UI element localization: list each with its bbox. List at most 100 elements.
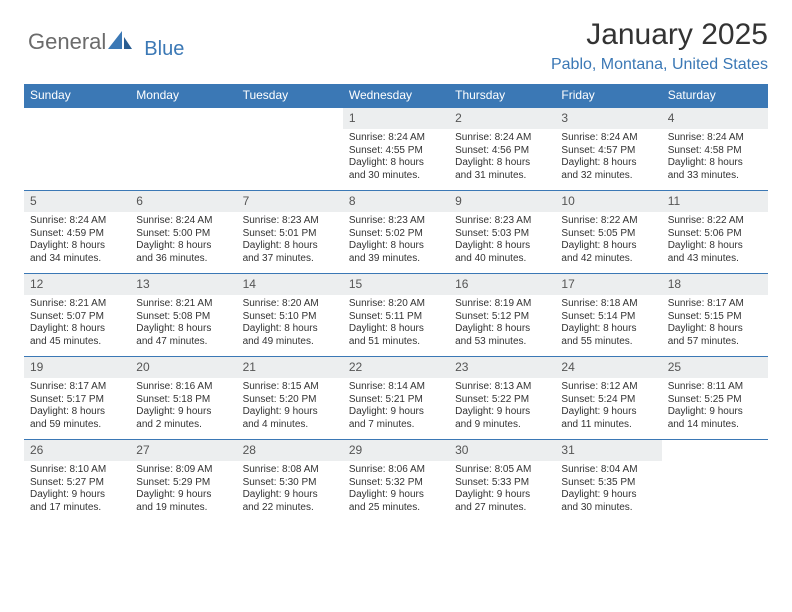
daylight-line: Daylight: 8 hours and 59 minutes. — [30, 406, 124, 431]
day-number-cell: 24 — [555, 357, 661, 379]
day-number-cell: 3 — [555, 107, 661, 129]
sunrise-line: Sunrise: 8:10 AM — [30, 464, 124, 477]
daylight-line: Daylight: 9 hours and 7 minutes. — [349, 406, 443, 431]
daylight-line: Daylight: 8 hours and 33 minutes. — [668, 157, 762, 182]
day-detail-cell: Sunrise: 8:22 AMSunset: 5:06 PMDaylight:… — [662, 212, 768, 274]
sunrise-line: Sunrise: 8:24 AM — [455, 132, 549, 145]
day-detail-cell: Sunrise: 8:05 AMSunset: 5:33 PMDaylight:… — [449, 461, 555, 522]
day-detail-cell: Sunrise: 8:11 AMSunset: 5:25 PMDaylight:… — [662, 378, 768, 440]
daylight-line: Daylight: 8 hours and 42 minutes. — [561, 240, 655, 265]
sunset-line: Sunset: 5:07 PM — [30, 311, 124, 324]
day-number-cell: 26 — [24, 440, 130, 462]
sunrise-line: Sunrise: 8:22 AM — [561, 215, 655, 228]
day-detail-cell: Sunrise: 8:12 AMSunset: 5:24 PMDaylight:… — [555, 378, 661, 440]
sunrise-line: Sunrise: 8:14 AM — [349, 381, 443, 394]
day-number-cell: 11 — [662, 191, 768, 213]
day-detail-cell: Sunrise: 8:22 AMSunset: 5:05 PMDaylight:… — [555, 212, 661, 274]
day-detail-cell: Sunrise: 8:23 AMSunset: 5:02 PMDaylight:… — [343, 212, 449, 274]
daylight-line: Daylight: 9 hours and 27 minutes. — [455, 489, 549, 514]
day-detail-cell: Sunrise: 8:19 AMSunset: 5:12 PMDaylight:… — [449, 295, 555, 357]
day-number-cell: 20 — [130, 357, 236, 379]
sail-icon — [108, 31, 134, 53]
sunrise-line: Sunrise: 8:24 AM — [349, 132, 443, 145]
detail-row: Sunrise: 8:17 AMSunset: 5:17 PMDaylight:… — [24, 378, 768, 440]
daynum-row: 262728293031 — [24, 440, 768, 462]
sunset-line: Sunset: 4:58 PM — [668, 145, 762, 158]
daynum-row: 19202122232425 — [24, 357, 768, 379]
sunset-line: Sunset: 5:05 PM — [561, 228, 655, 241]
day-detail-cell — [237, 129, 343, 191]
sunrise-line: Sunrise: 8:20 AM — [243, 298, 337, 311]
day-number-cell: 4 — [662, 107, 768, 129]
calendar-head: SundayMondayTuesdayWednesdayThursdayFrid… — [24, 84, 768, 107]
sunset-line: Sunset: 5:12 PM — [455, 311, 549, 324]
day-detail-cell: Sunrise: 8:17 AMSunset: 5:15 PMDaylight:… — [662, 295, 768, 357]
day-number-cell: 8 — [343, 191, 449, 213]
day-number-cell: 13 — [130, 274, 236, 296]
sunset-line: Sunset: 5:00 PM — [136, 228, 230, 241]
sunset-line: Sunset: 5:11 PM — [349, 311, 443, 324]
daylight-line: Daylight: 8 hours and 30 minutes. — [349, 157, 443, 182]
day-detail-cell: Sunrise: 8:04 AMSunset: 5:35 PMDaylight:… — [555, 461, 661, 522]
sunset-line: Sunset: 5:25 PM — [668, 394, 762, 407]
day-number-cell: 5 — [24, 191, 130, 213]
sunrise-line: Sunrise: 8:09 AM — [136, 464, 230, 477]
sunset-line: Sunset: 5:21 PM — [349, 394, 443, 407]
day-number-cell: 2 — [449, 107, 555, 129]
day-detail-cell: Sunrise: 8:16 AMSunset: 5:18 PMDaylight:… — [130, 378, 236, 440]
sunset-line: Sunset: 5:27 PM — [30, 477, 124, 490]
day-detail-cell: Sunrise: 8:09 AMSunset: 5:29 PMDaylight:… — [130, 461, 236, 522]
day-detail-cell: Sunrise: 8:24 AMSunset: 5:00 PMDaylight:… — [130, 212, 236, 274]
day-number-cell: 29 — [343, 440, 449, 462]
day-number-cell: 7 — [237, 191, 343, 213]
day-detail-cell: Sunrise: 8:14 AMSunset: 5:21 PMDaylight:… — [343, 378, 449, 440]
sunset-line: Sunset: 5:08 PM — [136, 311, 230, 324]
daylight-line: Daylight: 8 hours and 31 minutes. — [455, 157, 549, 182]
day-detail-cell: Sunrise: 8:10 AMSunset: 5:27 PMDaylight:… — [24, 461, 130, 522]
sunrise-line: Sunrise: 8:24 AM — [136, 215, 230, 228]
sunrise-line: Sunrise: 8:19 AM — [455, 298, 549, 311]
sunrise-line: Sunrise: 8:17 AM — [668, 298, 762, 311]
day-header-row: SundayMondayTuesdayWednesdayThursdayFrid… — [24, 84, 768, 107]
daylight-line: Daylight: 9 hours and 19 minutes. — [136, 489, 230, 514]
sunrise-line: Sunrise: 8:15 AM — [243, 381, 337, 394]
sunset-line: Sunset: 4:59 PM — [30, 228, 124, 241]
detail-row: Sunrise: 8:24 AMSunset: 4:55 PMDaylight:… — [24, 129, 768, 191]
daylight-line: Daylight: 8 hours and 47 minutes. — [136, 323, 230, 348]
sunset-line: Sunset: 5:17 PM — [30, 394, 124, 407]
daylight-line: Daylight: 8 hours and 53 minutes. — [455, 323, 549, 348]
daylight-line: Daylight: 8 hours and 55 minutes. — [561, 323, 655, 348]
daylight-line: Daylight: 9 hours and 2 minutes. — [136, 406, 230, 431]
day-number-cell: 22 — [343, 357, 449, 379]
sunset-line: Sunset: 5:32 PM — [349, 477, 443, 490]
daylight-line: Daylight: 8 hours and 45 minutes. — [30, 323, 124, 348]
sunset-line: Sunset: 5:06 PM — [668, 228, 762, 241]
day-detail-cell: Sunrise: 8:24 AMSunset: 4:57 PMDaylight:… — [555, 129, 661, 191]
day-header: Monday — [130, 84, 236, 107]
day-header: Saturday — [662, 84, 768, 107]
sunrise-line: Sunrise: 8:08 AM — [243, 464, 337, 477]
day-number-cell — [662, 440, 768, 462]
sunset-line: Sunset: 5:15 PM — [668, 311, 762, 324]
day-header: Wednesday — [343, 84, 449, 107]
sunset-line: Sunset: 5:29 PM — [136, 477, 230, 490]
detail-row: Sunrise: 8:10 AMSunset: 5:27 PM Daylight:… — [24, 461, 768, 522]
day-number-cell: 18 — [662, 274, 768, 296]
sunset-line: Sunset: 5:14 PM — [561, 311, 655, 324]
sunset-line: Sunset: 5:20 PM — [243, 394, 337, 407]
day-header: Sunday — [24, 84, 130, 107]
day-number-cell: 1 — [343, 107, 449, 129]
daylight-line: Daylight: 9 hours and 30 minutes. — [561, 489, 655, 514]
day-number-cell: 23 — [449, 357, 555, 379]
sunset-line: Sunset: 5:01 PM — [243, 228, 337, 241]
day-number-cell: 12 — [24, 274, 130, 296]
daynum-row: 1234 — [24, 107, 768, 129]
day-number-cell: 16 — [449, 274, 555, 296]
brand-part2: Blue — [144, 38, 184, 61]
day-detail-cell: Sunrise: 8:06 AMSunset: 5:32 PMDaylight:… — [343, 461, 449, 522]
day-detail-cell — [662, 461, 768, 522]
day-detail-cell: Sunrise: 8:24 AMSunset: 4:59 PMDaylight:… — [24, 212, 130, 274]
daylight-line: Daylight: 8 hours and 32 minutes. — [561, 157, 655, 182]
sunrise-line: Sunrise: 8:12 AM — [561, 381, 655, 394]
day-number-cell: 9 — [449, 191, 555, 213]
